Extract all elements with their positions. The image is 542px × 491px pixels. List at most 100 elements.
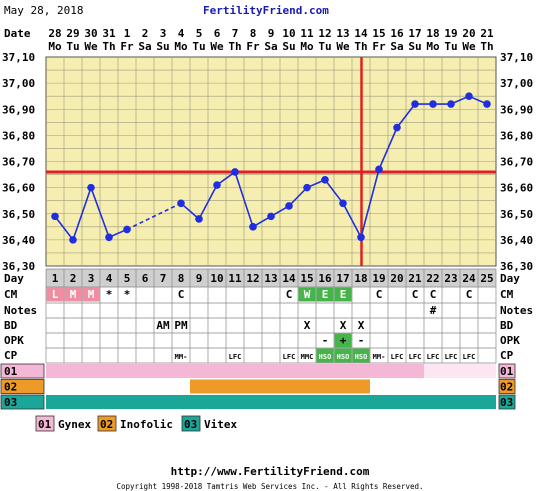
- weekday-tick: Tu: [66, 40, 79, 53]
- date-tick: 19: [444, 27, 457, 40]
- temp-point: [249, 223, 257, 231]
- row-label-opk: OPK: [4, 334, 24, 347]
- chart-date: May 28, 2018: [4, 4, 83, 17]
- date-tick: 7: [232, 27, 239, 40]
- day-tick: 25: [480, 272, 493, 285]
- temp-line-segment: [360, 169, 380, 238]
- opk-value: -: [358, 334, 365, 347]
- cm-value: *: [124, 288, 131, 301]
- weekday-tick: Su: [156, 40, 169, 53]
- day-tick: 13: [264, 272, 277, 285]
- cp-value: LFC: [283, 353, 296, 361]
- day-tick: 24: [462, 272, 476, 285]
- date-tick: 17: [408, 27, 421, 40]
- row-label-right-cp: CP: [500, 349, 514, 362]
- y-tick-left: 36,40: [2, 234, 35, 247]
- footer-copyright: Copyright 1998-2018 Tamtris Web Services…: [116, 482, 423, 491]
- day-tick: 4: [106, 272, 113, 285]
- date-row-label: Date: [4, 27, 31, 40]
- med-code-left-text: 03: [4, 396, 17, 409]
- y-tick-left: 37,00: [2, 77, 35, 90]
- temp-point: [429, 100, 437, 108]
- legend-swatch: [97, 415, 117, 432]
- y-tick-right: 36,40: [500, 234, 533, 247]
- cell-highlight: [334, 287, 352, 302]
- cm-value: C: [466, 288, 473, 301]
- cp-value: LFC: [391, 353, 404, 361]
- cp-value: HSO: [337, 353, 350, 361]
- opk-value: +: [340, 334, 347, 347]
- temp-line-segment: [54, 215, 74, 241]
- temp-line-segment: [396, 103, 416, 129]
- cp-value: MMC: [301, 353, 314, 361]
- temp-point: [285, 202, 293, 210]
- day-tick: 16: [318, 272, 332, 285]
- cp-value: LFC: [427, 353, 440, 361]
- temp-point: [177, 199, 185, 208]
- cm-value: C: [376, 288, 383, 301]
- med-code-right: [498, 363, 516, 379]
- cell-highlight: [352, 348, 370, 363]
- date-tick: 14: [354, 27, 368, 40]
- temp-point: [321, 175, 329, 184]
- footer-url[interactable]: http://www.FertilityFriend.com: [171, 465, 370, 478]
- temp-point: [357, 233, 365, 242]
- cell-highlight: [298, 287, 316, 302]
- cp-value: LFC: [229, 353, 242, 361]
- date-tick: 11: [300, 27, 314, 40]
- cp-value: LFC: [409, 353, 422, 361]
- med-bar-inofolic: [190, 379, 370, 394]
- bd-value: X: [304, 319, 311, 332]
- day-tick: 22: [426, 272, 439, 285]
- y-tick-right: 36,80: [500, 129, 533, 142]
- cm-value: E: [340, 288, 347, 301]
- date-tick: 12: [318, 27, 331, 40]
- temp-point: [123, 225, 131, 234]
- y-tick-left: 36,50: [2, 208, 35, 221]
- cm-value: C: [430, 288, 437, 301]
- day-tick: 14: [282, 272, 296, 285]
- row-label-bd: BD: [4, 319, 18, 332]
- bd-value: AM: [156, 319, 170, 332]
- date-tick: 20: [462, 27, 475, 40]
- date-tick: 28: [48, 27, 61, 40]
- day-tick: 17: [336, 272, 349, 285]
- date-tick: 2: [142, 27, 149, 40]
- y-tick-right: 36,60: [500, 182, 533, 195]
- date-tick: 31: [102, 27, 116, 40]
- bd-value: X: [358, 319, 365, 332]
- row-label-right-bd: BD: [500, 319, 514, 332]
- med-code-left: [0, 363, 45, 379]
- y-tick-right: 37,10: [500, 51, 533, 64]
- temp-point: [411, 100, 419, 108]
- temp-point: [69, 236, 77, 244]
- date-tick: 13: [336, 27, 349, 40]
- weekday-tick: Fr: [120, 40, 134, 53]
- weekday-tick: We: [462, 40, 476, 53]
- legend-name: Gynex: [58, 418, 91, 431]
- cell-highlight: [334, 348, 352, 363]
- day-tick: 18: [354, 272, 367, 285]
- date-tick: 16: [390, 27, 404, 40]
- weekday-tick: Mo: [300, 40, 314, 53]
- med-code-right: [498, 394, 516, 410]
- weekday-tick: Th: [480, 40, 493, 53]
- y-tick-right: 36,90: [500, 103, 533, 116]
- cm-value: M: [88, 288, 95, 301]
- notes-value: #: [430, 304, 437, 317]
- cp-value: HSO: [355, 353, 368, 361]
- date-tick: 5: [196, 27, 203, 40]
- temp-point: [213, 181, 221, 189]
- date-tick: 15: [372, 27, 385, 40]
- y-tick-right: 36,30: [500, 260, 533, 273]
- weekday-tick: Th: [102, 40, 115, 53]
- temp-point: [87, 183, 95, 192]
- temp-line-segment: [126, 202, 182, 231]
- cp-value: HSO: [319, 353, 332, 361]
- weekday-tick: Mo: [426, 40, 440, 53]
- temp-point: [303, 183, 311, 192]
- cp-value: LFC: [445, 353, 458, 361]
- temp-point: [51, 212, 59, 221]
- day-row-bg: [46, 269, 496, 287]
- temp-line-segment: [288, 187, 308, 207]
